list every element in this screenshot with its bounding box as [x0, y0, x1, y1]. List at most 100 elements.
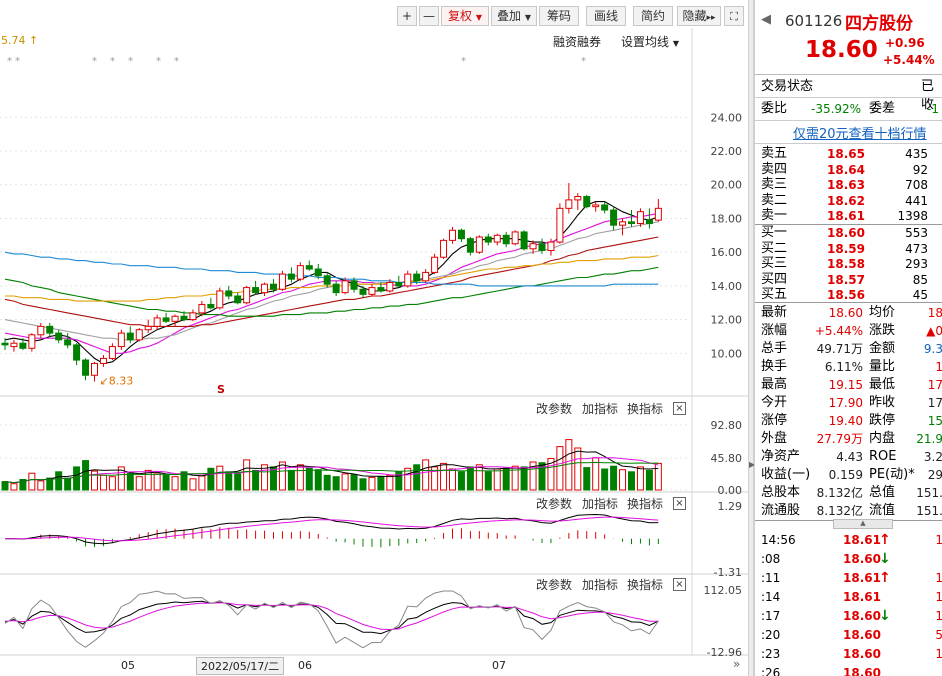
stat-label: 涨跌 [869, 323, 896, 338]
chart-area[interactable]: + — 复权 ▼ 叠加 ▼ 筹码 画线 简约 隐藏▸▸ ⛶ 5.74 ↑ 融资融… [0, 0, 748, 676]
up-arrow-icon: ↑ [879, 532, 891, 548]
candle [73, 343, 81, 366]
stat-row: 涨停 19.40 跌停 15 [755, 412, 942, 430]
candle-body [350, 280, 358, 290]
panel2-gaicanshu[interactable]: 改参数 [536, 497, 573, 511]
candle-body [305, 265, 313, 270]
volume-bar [654, 462, 662, 491]
volume-bar [556, 446, 564, 491]
divider-line [755, 74, 942, 75]
last-price: 18.60 [805, 37, 878, 63]
price-tick-label: 14.00 [711, 280, 743, 293]
candle [449, 226, 456, 244]
candle-body [466, 238, 474, 253]
candle-body [377, 287, 385, 292]
zoom-in-button[interactable]: + [397, 6, 417, 26]
volume-bar [270, 466, 277, 491]
panel3-gaicanshu[interactable]: 改参数 [536, 578, 573, 592]
macd-tick-label: 1.29 [718, 500, 743, 513]
candle [332, 280, 340, 297]
jianyue-button[interactable]: 简约 [633, 6, 673, 26]
panel2-close-icon[interactable]: × [673, 497, 686, 510]
candle-body [332, 283, 340, 294]
sell-order-row: 卖三 18.63 708 [755, 176, 942, 194]
order-price: 18.64 [827, 162, 865, 177]
order-level-label: 买二 [761, 240, 788, 256]
fuquan-dropdown[interactable]: 复权 ▼ [441, 6, 489, 26]
volume-bar [449, 468, 456, 491]
tick-price: 18.60 [843, 666, 881, 676]
candle [234, 292, 242, 305]
candle [493, 233, 501, 246]
order-level-label: 卖五 [761, 146, 788, 161]
stat-label: 总手 [761, 341, 788, 356]
candle [46, 322, 54, 337]
fullscreen-button[interactable]: ⛶ [724, 6, 744, 26]
rongzi-link[interactable]: 融资融券 [553, 35, 602, 49]
panel3-huanzhibiao[interactable]: 换指标 [627, 578, 664, 592]
panel1-huanzhibiao[interactable]: 换指标 [627, 402, 664, 416]
sell-order-row: 卖一 18.61 1398 [755, 207, 942, 225]
stat-row: 最新 18.60 均价 18 [755, 304, 942, 322]
ten-level-promo-link[interactable]: 仅需20元查看十档行情 [793, 127, 927, 142]
candle [117, 329, 125, 350]
candle [28, 333, 36, 352]
panel1-close-icon[interactable]: × [673, 402, 686, 415]
collapse-arrow-icon[interactable]: ▶ [749, 460, 756, 469]
tick-price: 18.60 [843, 628, 881, 642]
volume-bar [359, 478, 367, 491]
candle [243, 285, 251, 305]
order-volume: 553 [905, 226, 928, 240]
price-change-pct: +5.44% [883, 53, 935, 67]
tick-volume: 1 [915, 531, 942, 549]
panel2-jiazhibiao[interactable]: 加指标 [582, 497, 619, 511]
volume-bar [440, 462, 448, 491]
moving-average-line [4, 236, 659, 327]
volume-bar [314, 469, 322, 491]
volume-bar [37, 480, 45, 491]
candle-body [287, 273, 295, 280]
panel1-jiazhibiao[interactable]: 加指标 [582, 402, 619, 416]
caret-down-icon: ▼ [524, 13, 531, 22]
candle-body [431, 256, 439, 273]
candle [619, 218, 627, 236]
stat-value: 27.79万 [816, 432, 863, 446]
candle [350, 277, 358, 293]
panel2-huanzhibiao[interactable]: 换指标 [627, 497, 664, 511]
candle [189, 309, 197, 322]
huaxian-button[interactable]: 画线 [586, 6, 626, 26]
price-tick-label: 18.00 [711, 212, 743, 225]
candle-body [1, 342, 9, 346]
stat-row: 最高 19.15 最低 17 [755, 376, 942, 394]
volume-bar [413, 464, 421, 491]
candle [654, 199, 662, 222]
stat-label: 最高 [761, 377, 788, 392]
kline-chart[interactable]: 24.00 22.00 20.00 18.00 16.00 14.00 12.00 10.00… [0, 0, 748, 676]
diejia-dropdown[interactable]: 叠加 ▼ [491, 6, 537, 26]
moving-average-line [5, 254, 659, 302]
yincang-button[interactable]: 隐藏▸▸ [677, 6, 721, 26]
panel1-gaicanshu[interactable]: 改参数 [536, 402, 573, 416]
panel-divider[interactable]: ▶ [748, 0, 756, 676]
stat-label: 流通股 [761, 503, 801, 518]
collapse-handle-icon[interactable]: ▲ [833, 519, 893, 529]
shezhi-dropdown[interactable]: 设置均线 ▼ [621, 33, 679, 50]
date-cursor-label: 2022/05/17/二 [196, 657, 285, 675]
candle-body [82, 359, 90, 376]
stat-row: 涨幅 +5.44% 涨跌 ▲0 [755, 322, 942, 340]
candle-body [404, 273, 412, 287]
zoom-out-button[interactable]: — [419, 6, 439, 26]
panel3-jiazhibiao[interactable]: 加指标 [582, 578, 619, 592]
candle [601, 201, 609, 214]
panel3-close-icon[interactable]: × [673, 578, 686, 591]
back-arrow-icon[interactable]: ◀ [761, 12, 771, 27]
scroll-right-icon[interactable]: » [733, 657, 741, 671]
candle-body [99, 357, 107, 364]
candle [19, 338, 27, 350]
volume-bar [108, 476, 116, 491]
chouma-button[interactable]: 筹码 [539, 6, 579, 26]
volume-bar [278, 461, 286, 491]
tick-time: :14 [761, 590, 781, 604]
volume-bar [574, 447, 582, 491]
candle [91, 361, 98, 382]
